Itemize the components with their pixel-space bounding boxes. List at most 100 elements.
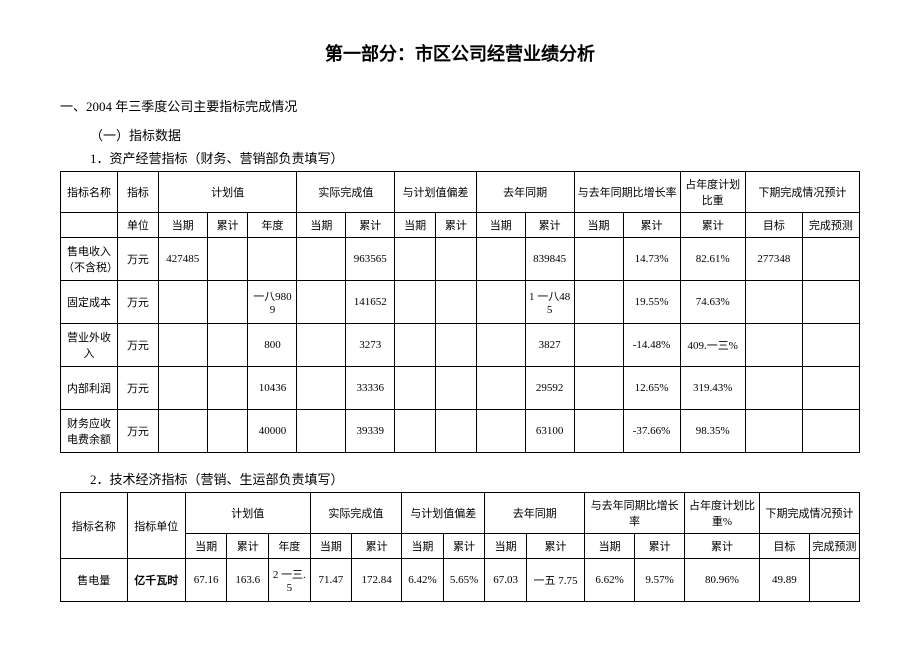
sub-cum: 累计	[207, 213, 248, 238]
sub-current: 当期	[402, 534, 444, 559]
sub-year: 年度	[269, 534, 311, 559]
col-lastyear: 去年同期	[476, 172, 574, 213]
cell-pred	[802, 238, 859, 281]
cell-diff_cum	[436, 238, 477, 281]
table-row: 营业外收入万元80032733827-14.48%409.一三%	[61, 324, 860, 367]
cell-ly_cur	[476, 324, 525, 367]
cell-diff_cur	[395, 281, 436, 324]
cell-act_cum: 172.84	[352, 559, 402, 602]
cell-yoy_cur	[574, 238, 623, 281]
cell-plan_year: 800	[248, 324, 297, 367]
cell-diff_cur	[395, 367, 436, 410]
table-subheader-row: 单位 当期 累计 年度 当期 累计 当期 累计 当期 累计 当期 累计 累计 目…	[61, 213, 860, 238]
sub-current: 当期	[297, 213, 346, 238]
heading-level-1: 一、2004 年三季度公司主要指标完成情况	[60, 96, 860, 115]
sub-current: 当期	[574, 213, 623, 238]
col-yoy: 与去年同期比增长率	[585, 493, 685, 534]
cell-plan_cum	[207, 238, 248, 281]
table-row: 售电量亿千瓦时67.16163.62 一三.571.47172.846.42%5…	[61, 559, 860, 602]
sub-cum: 累计	[635, 534, 685, 559]
cell-name: 固定成本	[61, 281, 118, 324]
table-row: 财务应收电费余额万元400003933963100-37.66%98.35%	[61, 410, 860, 453]
sub-cum: 累计	[436, 213, 477, 238]
cell-name: 营业外收入	[61, 324, 118, 367]
sub-pred: 完成预测	[802, 213, 859, 238]
sub-cum: 累计	[623, 213, 680, 238]
col-name: 指标名称	[61, 493, 128, 559]
heading-level-2: （一）指标数据	[90, 125, 860, 144]
cell-diff_cum	[436, 324, 477, 367]
col-indicator: 指标	[118, 172, 159, 213]
cell-plan_cur	[158, 410, 207, 453]
cell-plan_cur	[158, 324, 207, 367]
cell-name: 财务应收电费余额	[61, 410, 118, 453]
cell-ly_cur	[476, 367, 525, 410]
cell-act_cur	[297, 324, 346, 367]
cell-diff_cur: 6.42%	[402, 559, 444, 602]
cell-act_cur	[297, 238, 346, 281]
cell-plan_cur	[158, 281, 207, 324]
cell-yoy_cur	[574, 367, 623, 410]
cell-plan_cur	[158, 367, 207, 410]
cell-target: 49.89	[759, 559, 809, 602]
cell-diff_cur	[395, 238, 436, 281]
table-asset-indicators: 指标名称 指标 计划值 实际完成值 与计划值偏差 去年同期 与去年同期比增长率 …	[60, 171, 860, 453]
cell-ly_cum: 63100	[525, 410, 574, 453]
cell-act_cum: 39339	[346, 410, 395, 453]
heading-level-3a: 1．资产经营指标（财务、营销部负责填写）	[90, 148, 860, 167]
cell-pred	[802, 367, 859, 410]
cell-ly_cum: 一五 7.75	[526, 559, 584, 602]
sub-unit: 单位	[118, 213, 159, 238]
heading-level-3b: 2．技术经济指标（营销、生运部负责填写）	[90, 469, 860, 488]
col-actual: 实际完成值	[310, 493, 402, 534]
cell-plan_cum: 163.6	[227, 559, 269, 602]
col-unit: 指标单位	[127, 493, 185, 559]
cell-target	[745, 410, 802, 453]
sub-current: 当期	[158, 213, 207, 238]
col-plan: 计划值	[185, 493, 310, 534]
cell-ly_cum: 1 一八485	[525, 281, 574, 324]
cell-act_cum: 963565	[346, 238, 395, 281]
cell-unit: 万元	[118, 367, 159, 410]
cell-ly_cur	[476, 281, 525, 324]
cell-ly_cum: 3827	[525, 324, 574, 367]
cell-ratio: 409.一三%	[680, 324, 745, 367]
cell-name: 售电量	[61, 559, 128, 602]
sub-current: 当期	[310, 534, 352, 559]
cell-yoy_cur: 6.62%	[585, 559, 635, 602]
sub-pred: 完成预测	[809, 534, 859, 559]
table-row: 固定成本万元一八98091416521 一八48519.55%74.63%	[61, 281, 860, 324]
cell-yoy_cur	[574, 281, 623, 324]
col-diff: 与计划值偏差	[402, 493, 485, 534]
cell-act_cur: 71.47	[310, 559, 352, 602]
cell-act_cum: 33336	[346, 367, 395, 410]
cell-ly_cur	[476, 410, 525, 453]
sub-current: 当期	[476, 213, 525, 238]
col-name: 指标名称	[61, 172, 118, 213]
cell-name: 内部利润	[61, 367, 118, 410]
cell-unit: 万元	[118, 324, 159, 367]
sub-cum: 累计	[525, 213, 574, 238]
cell-act_cum: 3273	[346, 324, 395, 367]
sub-current: 当期	[395, 213, 436, 238]
cell-plan_year: 一八9809	[248, 281, 297, 324]
cell-diff_cur	[395, 324, 436, 367]
cell-unit: 万元	[118, 281, 159, 324]
table-header-row: 指标名称 指标单位 计划值 实际完成值 与计划值偏差 去年同期 与去年同期比增长…	[61, 493, 860, 534]
sub-cum: 累计	[685, 534, 760, 559]
cell-diff_cum	[436, 281, 477, 324]
cell-name: 售电收入（不含税）	[61, 238, 118, 281]
cell-target: 277348	[745, 238, 802, 281]
sub-cum: 累计	[680, 213, 745, 238]
cell-ratio: 80.96%	[685, 559, 760, 602]
col-lastyear: 去年同期	[485, 493, 585, 534]
cell-ly_cur	[476, 238, 525, 281]
cell-plan_cur: 67.16	[185, 559, 227, 602]
cell-plan_cum	[207, 410, 248, 453]
cell-diff_cum: 5.65%	[443, 559, 485, 602]
cell-plan_year	[248, 238, 297, 281]
cell-plan_cum	[207, 367, 248, 410]
cell-unit: 亿千瓦时	[127, 559, 185, 602]
cell-plan_year: 10436	[248, 367, 297, 410]
cell-yoy_cum: 14.73%	[623, 238, 680, 281]
